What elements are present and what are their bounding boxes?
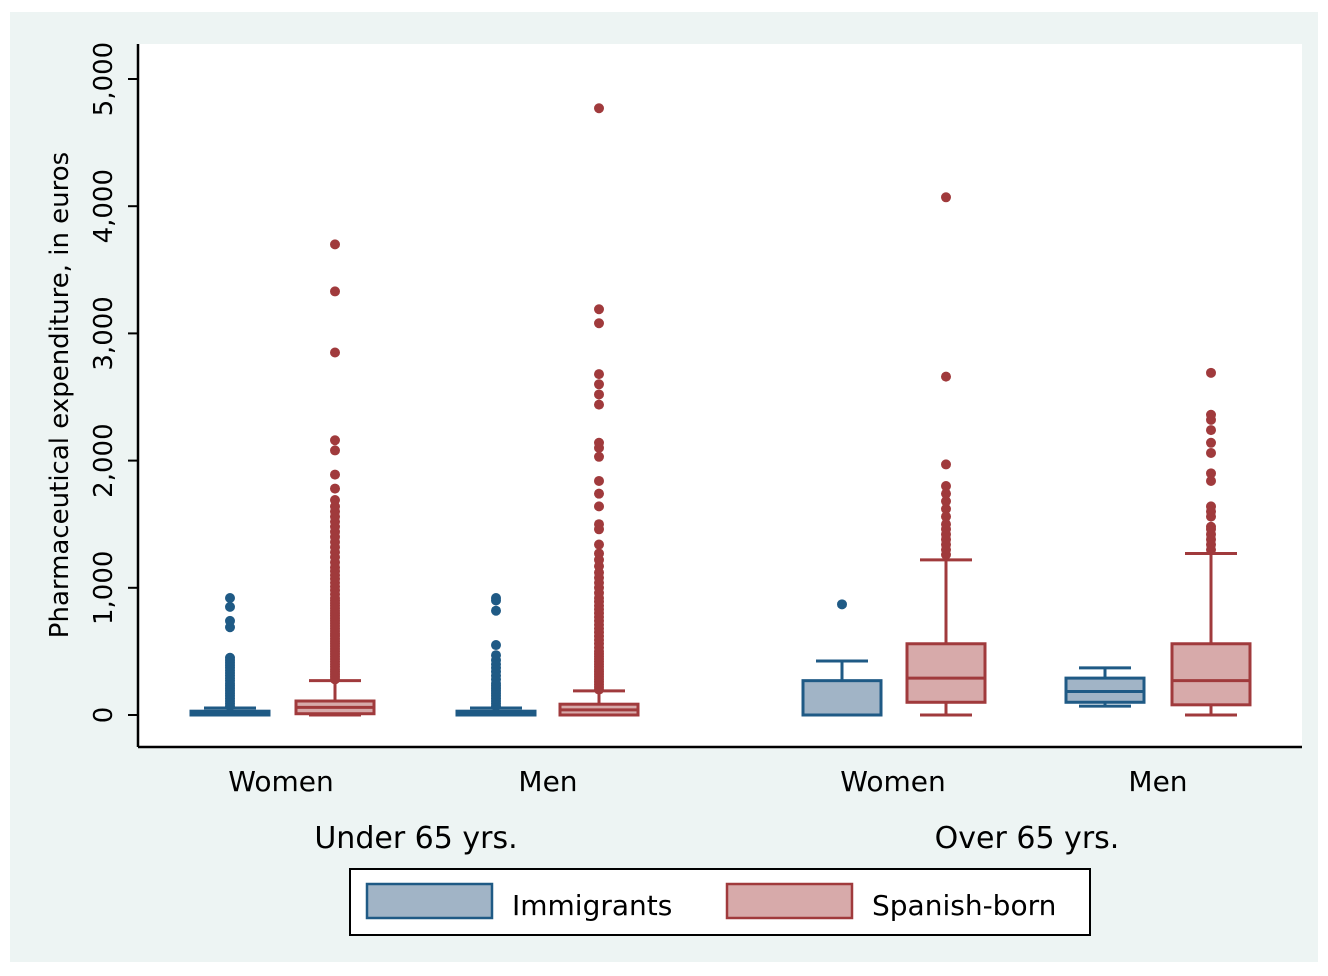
box-spanish-born-over-65-yrs-women	[905, 192, 987, 717]
outlier-point	[491, 640, 501, 651]
iqr-box	[905, 642, 987, 704]
outlier-point	[837, 599, 847, 610]
y-tick-label: 0	[89, 707, 119, 724]
outlier-point	[941, 511, 951, 522]
box-immigrants-under-65-yrs-women	[189, 592, 271, 717]
outlier-point	[594, 437, 604, 448]
outlier-point	[941, 192, 951, 203]
data-marks	[189, 103, 1252, 717]
outlier-point	[330, 239, 340, 250]
box-spanish-born-under-65-yrs-women	[294, 239, 376, 717]
outlier-point	[225, 615, 235, 626]
outlier-point	[594, 501, 604, 512]
outlier-point	[330, 435, 340, 446]
outlier-point	[1206, 521, 1216, 532]
outlier-point	[594, 475, 604, 486]
outlier-point	[491, 650, 501, 661]
outlier-point	[594, 369, 604, 380]
x-group-label: Over 65 yrs.	[935, 821, 1120, 856]
legend-swatch-immigrants	[365, 882, 494, 920]
outlier-point	[1206, 409, 1216, 420]
outlier-point	[491, 605, 501, 616]
outlier-point	[491, 592, 501, 603]
outlier-point	[330, 445, 340, 456]
outlier-point	[594, 379, 604, 390]
outlier-point	[1206, 468, 1216, 479]
outlier-point	[1206, 501, 1216, 512]
x-category-label: Women	[228, 765, 333, 798]
y-axis-ticks: 0 1,000 2,000 3,000 4,000 5,000	[89, 42, 138, 723]
outlier-point	[941, 371, 951, 382]
series-spanish-born	[294, 103, 1252, 717]
outlier-point	[594, 103, 604, 114]
legend-swatch-spanish-born	[725, 882, 854, 920]
box-immigrants-under-65-yrs-men	[455, 592, 537, 717]
legend-label-immigrants: Immigrants	[512, 889, 672, 922]
outlier-point	[330, 495, 340, 506]
outlier-point	[330, 347, 340, 358]
outlier-point	[594, 548, 604, 559]
outlier-point	[330, 483, 340, 494]
iqr-box	[1170, 642, 1252, 707]
box-spanish-born-over-65-yrs-men	[1170, 367, 1252, 717]
y-axis-title: Pharmaceutical expenditure, in euros	[45, 152, 75, 638]
y-tick-label: 2,000	[89, 423, 119, 497]
outlier-point	[330, 469, 340, 480]
outlier-point	[594, 318, 604, 329]
outlier-point	[594, 399, 604, 410]
iqr-box	[801, 679, 883, 717]
y-tick-label: 3,000	[89, 296, 119, 370]
y-tick-label: 1,000	[89, 551, 119, 625]
outlier-point	[1206, 447, 1216, 458]
x-category-label: Women	[840, 765, 945, 798]
x-category-label: Men	[1128, 765, 1187, 798]
outlier-point	[594, 389, 604, 400]
box-immigrants-over-65-yrs-women	[801, 599, 883, 717]
outlier-point	[941, 503, 951, 514]
y-tick-label: 4,000	[89, 169, 119, 243]
outlier-point	[941, 496, 951, 507]
outlier-point	[1206, 367, 1216, 378]
outlier-point	[1206, 475, 1216, 486]
plot-area	[138, 44, 1302, 747]
outlier-point	[594, 451, 604, 462]
box-immigrants-over-65-yrs-men	[1064, 666, 1146, 708]
series-immigrants	[189, 592, 1146, 717]
x-group-label: Under 65 yrs.	[314, 821, 517, 856]
outlier-point	[941, 519, 951, 530]
outlier-point	[594, 304, 604, 315]
outlier-point	[225, 592, 235, 603]
box-spanish-born-under-65-yrs-men	[558, 103, 640, 717]
outlier-point	[225, 652, 235, 663]
outlier-point	[941, 488, 951, 499]
legend-label-spanish-born: Spanish-born	[872, 889, 1056, 922]
legend: Immigrants Spanish-born	[349, 868, 1091, 936]
outlier-point	[1206, 425, 1216, 436]
x-category-label: Men	[518, 765, 577, 798]
y-tick-label: 5,000	[89, 42, 119, 116]
outlier-point	[1206, 437, 1216, 448]
outlier-point	[330, 286, 340, 297]
outlier-point	[941, 459, 951, 470]
outlier-point	[594, 539, 604, 550]
outlier-point	[225, 601, 235, 612]
outlier-point	[941, 481, 951, 492]
outlier-point	[594, 488, 604, 499]
outlier-point	[594, 519, 604, 530]
